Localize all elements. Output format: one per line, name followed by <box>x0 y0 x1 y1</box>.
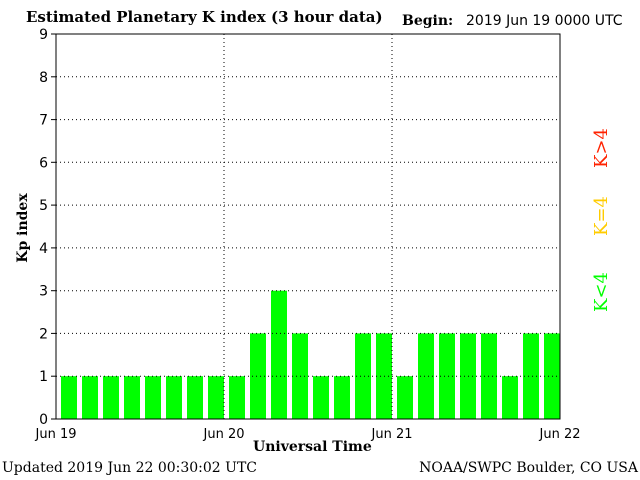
bar-17 <box>418 333 434 419</box>
y-ticks-group: 0 1 2 3 4 5 6 7 8 9 <box>39 27 56 428</box>
legend-low: K<4 <box>591 272 612 312</box>
bar-18 <box>439 333 455 419</box>
legend-high: K>4 <box>591 128 612 168</box>
chart-title: Estimated Planetary K index (3 hour data… <box>26 8 383 26</box>
bar-12 <box>313 376 329 419</box>
bar-1 <box>82 376 98 419</box>
bar-4 <box>145 376 161 419</box>
y-tick-label-4: 4 <box>39 241 48 257</box>
bar-8 <box>229 376 245 419</box>
x-tick-label-2: Jun 21 <box>371 427 413 442</box>
begin-label: Begin: <box>402 13 454 29</box>
bar-6 <box>187 376 203 419</box>
bar-22 <box>523 333 539 419</box>
y-axis-label: Kp index <box>15 193 31 263</box>
bar-2 <box>103 376 119 419</box>
y-tick-label-6: 6 <box>39 155 48 171</box>
bar-9 <box>250 333 266 419</box>
x-tick-label-1: Jun 20 <box>203 427 245 442</box>
bar-10 <box>271 290 287 419</box>
y-tick-label-5: 5 <box>39 198 48 214</box>
x-tick-label-3: Jun 22 <box>539 427 581 442</box>
bar-0 <box>61 376 77 419</box>
x-tick-label-0: Jun 19 <box>35 427 77 442</box>
grid-group <box>56 34 560 419</box>
y-tick-label-9: 9 <box>39 27 48 43</box>
x-axis-label: Universal Time <box>253 439 372 455</box>
bar-14 <box>355 333 371 419</box>
y-tick-label-1: 1 <box>39 369 48 385</box>
y-tick-label-7: 7 <box>39 113 48 129</box>
bar-5 <box>166 376 182 419</box>
updated-timestamp: Updated 2019 Jun 22 00:30:02 UTC <box>2 460 258 476</box>
credit-text: NOAA/SWPC Boulder, CO USA <box>419 460 638 476</box>
y-tick-label-0: 0 <box>39 412 48 428</box>
legend-mid: K=4 <box>591 196 612 236</box>
y-tick-label-2: 2 <box>39 326 48 342</box>
bar-7 <box>208 376 224 419</box>
y-tick-label-8: 8 <box>39 70 48 86</box>
bar-21 <box>502 376 518 419</box>
plot-frame <box>55 33 561 420</box>
bar-13 <box>334 376 350 419</box>
bar-16 <box>397 376 413 419</box>
x-ticks-group: Jun 19 Jun 20 Jun 21 Jun 22 <box>35 427 581 442</box>
bars-group <box>61 290 560 419</box>
y-tick-label-3: 3 <box>39 284 48 300</box>
bar-3 <box>124 376 140 419</box>
begin-value: 2019 Jun 19 0000 UTC <box>466 13 623 29</box>
